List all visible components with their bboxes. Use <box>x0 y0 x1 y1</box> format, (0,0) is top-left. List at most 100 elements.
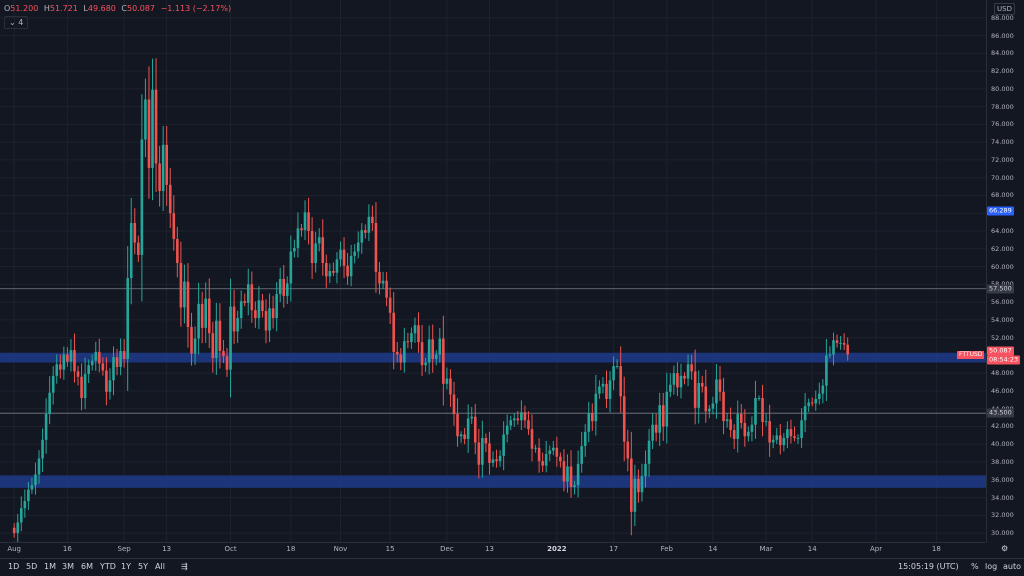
date-range-icon[interactable]: ⇶ <box>181 562 188 571</box>
candle-body <box>62 354 66 370</box>
candle-body <box>665 391 669 427</box>
price-tick-label: 78.000 <box>991 102 1014 111</box>
price-tick-label: 46.000 <box>991 386 1014 395</box>
candle-body <box>846 344 849 355</box>
candle-body <box>51 375 55 393</box>
timeframe-6m-button[interactable]: 6M <box>81 562 93 571</box>
candle-body <box>55 364 59 376</box>
candle-body <box>147 99 151 168</box>
candle-body <box>371 216 374 224</box>
candle-body <box>654 424 658 433</box>
timeframe-5y-button[interactable]: 5Y <box>138 562 148 571</box>
chart-area[interactable] <box>0 0 986 542</box>
candle-body <box>725 419 729 422</box>
candle-body <box>293 247 296 252</box>
candle-body <box>640 476 644 493</box>
candle-body <box>360 230 364 243</box>
candle-body <box>254 310 257 319</box>
candle-body <box>835 340 839 343</box>
candle-body <box>683 375 686 379</box>
candle-body <box>395 351 399 355</box>
candle-body <box>90 360 94 366</box>
auto-toggle[interactable]: auto <box>1003 562 1022 571</box>
candle-body <box>154 89 158 164</box>
price-tick-label: 40.000 <box>991 440 1014 449</box>
candle-body <box>119 350 122 367</box>
candle-body <box>747 431 750 437</box>
percent-toggle[interactable]: % <box>971 562 979 571</box>
chevron-down-icon: ⌄ <box>9 18 16 27</box>
price-scale[interactable] <box>986 0 1024 542</box>
candle-body <box>445 378 449 384</box>
candle-body <box>424 362 427 366</box>
candle-body <box>115 357 119 367</box>
candle-body <box>356 242 360 252</box>
low-value: 49.680 <box>87 4 116 13</box>
timeframe-1d-button[interactable]: 1D <box>8 562 20 571</box>
timeframe-1m-button[interactable]: 1M <box>44 562 56 571</box>
time-scale[interactable] <box>0 542 986 557</box>
candle-body <box>87 365 90 375</box>
support-zone <box>0 475 986 488</box>
candle-body <box>583 431 587 447</box>
candle-body <box>438 338 442 355</box>
candle-body <box>481 438 484 465</box>
low-label: L <box>83 4 88 13</box>
candle-body <box>94 351 98 361</box>
candle-body <box>268 308 271 331</box>
candle-body <box>417 325 420 343</box>
candle-body <box>619 366 622 397</box>
hline-price-badge: 57.500 <box>987 284 1014 294</box>
candle-body <box>243 301 247 303</box>
candle-body <box>183 281 186 308</box>
timeframe-ytd-button[interactable]: YTD <box>100 562 116 571</box>
price-tick-label: 80.000 <box>991 84 1014 93</box>
currency-selector[interactable]: USD <box>994 3 1015 15</box>
timeframe-5d-button[interactable]: 5D <box>26 562 38 571</box>
candle-body <box>516 418 520 421</box>
candle-body <box>83 374 87 399</box>
close-label: C <box>121 4 128 13</box>
candle-body <box>392 312 395 352</box>
candle-body <box>19 508 23 523</box>
settings-gear-icon[interactable]: ⚙ <box>1001 544 1009 553</box>
candle-body <box>796 438 800 440</box>
candle-body <box>523 412 527 421</box>
candle-body <box>686 364 690 379</box>
open-label: O <box>4 4 11 13</box>
candle-body <box>821 385 825 394</box>
timeframe-3m-button[interactable]: 3M <box>62 562 74 571</box>
price-tick-label: 68.000 <box>991 191 1014 200</box>
candle-body <box>456 414 459 437</box>
candle-body <box>190 326 193 354</box>
timeframe-all-button[interactable]: All <box>155 562 165 571</box>
price-tick-label: 74.000 <box>991 138 1014 147</box>
change-value: −1.113 (−2.17%) <box>160 4 232 13</box>
price-tick-label: 60.000 <box>991 262 1014 271</box>
candle-body <box>179 263 183 308</box>
candle-body <box>778 435 782 446</box>
candle-body <box>562 461 566 482</box>
candle-body <box>176 239 179 264</box>
candle-body <box>807 402 810 407</box>
price-tick-label: 48.000 <box>991 369 1014 378</box>
candle-body <box>16 522 20 534</box>
price-tick-label: 30.000 <box>991 529 1014 538</box>
timeframe-1y-button[interactable]: 1Y <box>121 562 131 571</box>
time-tick-label: 13 <box>162 545 172 553</box>
clock: 15:05:19 (UTC) <box>898 562 959 571</box>
candle-body <box>346 265 349 277</box>
candle-body <box>204 298 208 328</box>
candle-body <box>551 447 555 451</box>
indicators-toggle-button[interactable]: ⌄ 4 <box>4 16 29 29</box>
candle-body <box>66 354 69 362</box>
candle-body <box>594 393 598 422</box>
candle-body <box>168 184 172 214</box>
candle-body <box>23 501 27 509</box>
candlestick-chart[interactable] <box>0 0 986 542</box>
price-tick-label: 86.000 <box>991 31 1014 40</box>
candle-body <box>367 216 371 233</box>
log-toggle[interactable]: log <box>985 562 998 571</box>
candle-body <box>427 339 431 363</box>
candle-body <box>48 392 51 415</box>
